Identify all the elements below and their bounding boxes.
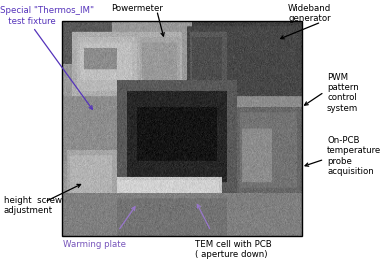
Text: Wideband
generator: Wideband generator: [288, 4, 331, 23]
Text: On-PCB
temperature
probe
acquisition: On-PCB temperature probe acquisition: [327, 136, 381, 176]
Text: Special "Thermos_IM"
   test fixture: Special "Thermos_IM" test fixture: [0, 6, 94, 26]
Bar: [62, 21, 302, 236]
Text: height  screw
adjustment: height screw adjustment: [4, 196, 62, 215]
Text: TEM cell with PCB
( aperture down): TEM cell with PCB ( aperture down): [195, 240, 272, 259]
Text: Powermeter: Powermeter: [111, 4, 163, 13]
Text: Warming plate: Warming plate: [63, 240, 126, 249]
Text: PWM
pattern
control
system: PWM pattern control system: [327, 73, 359, 113]
